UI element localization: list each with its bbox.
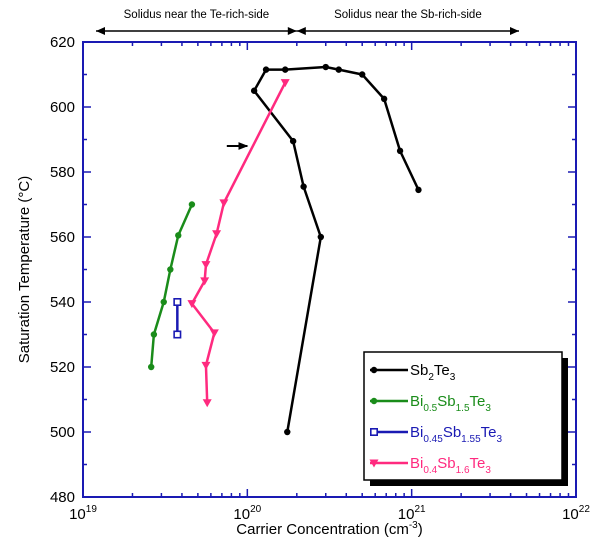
data-point [396,147,404,155]
data-point [201,261,211,270]
data-point [209,329,219,338]
x-tick-label: 1020 [233,504,261,523]
data-point [335,66,342,73]
annotation-1: Solidus near the Te-rich-side [96,9,297,35]
data-point [173,297,182,306]
legend-box [363,351,563,481]
x-tick-label: 1022 [562,504,590,523]
y-axis-title: Saturation Temperature (°C) [16,176,33,363]
legend-entry-2: Bi0.5Sb1.5Te3 [370,393,491,414]
y-tick-label: 540 [50,294,75,311]
legend-marker [370,397,378,405]
x-axis-title: Carrier Concentration (cm-3) [236,520,422,538]
annotation-label: Solidus near the Te-rich-side [124,9,270,21]
y-tick-label: 620 [50,34,75,51]
data-point [317,233,325,241]
annotation-label: Solidus near the Sb-rich-side [334,9,482,21]
axis-ticks: 480 500 520 540 560 580 600 620 1019 1020 1021 1022 [50,34,590,523]
data-point [300,183,307,190]
data-point [167,266,174,273]
data-point [415,186,422,194]
data-point [202,399,212,408]
annotation-arrowhead-left [296,27,306,35]
data-point [322,63,329,71]
annotation-arrowhead-right [287,27,297,35]
legend-entry-1: Sb2Te3 [370,362,456,383]
data-point [200,277,210,286]
data-point [187,300,197,309]
annotation-arrowhead-left [96,27,106,35]
y-tick-label: 560 [50,229,75,246]
data-point [175,232,182,239]
series-4 [187,79,290,408]
data-point [250,87,258,94]
y-tick-label: 480 [50,489,75,506]
legend-entry-4: Bi0.4Sb1.6Te3 [369,455,491,476]
legend-label: Bi0.5Sb1.5Te3 [410,393,491,414]
x-tick-label: 1019 [69,504,97,523]
data-point [358,71,366,78]
y-tick-label: 580 [50,164,75,181]
y-tick-label: 500 [50,424,75,441]
legend-marker [370,366,378,374]
legend-label: Sb2Te3 [410,362,456,383]
series-1 [250,63,422,436]
legend-label: Bi0.4Sb1.6Te3 [410,455,491,476]
series-layer [147,63,422,436]
data-point [160,298,167,306]
annotation-arrowhead-right [510,27,520,35]
data-point [219,199,229,208]
legend-marker [369,459,379,468]
series-line [190,82,287,403]
data-point [289,137,297,145]
legend-entry-3: Bi0.45Sb1.55Te3 [369,424,502,445]
y-tick-label: 520 [50,359,75,376]
legend-label: Bi0.45Sb1.55Te3 [410,424,502,445]
data-point [201,361,211,370]
y-tick-label: 600 [50,99,75,116]
series-2 [147,201,196,371]
data-point [380,95,388,103]
x-tick-label: 1021 [398,504,426,523]
data-point [147,363,155,371]
data-point [150,331,158,338]
data-point [262,66,270,73]
data-point [282,66,289,73]
series-line [149,203,194,368]
annotation-2: Solidus near the Sb-rich-side [296,9,520,35]
data-point [212,230,222,239]
data-point [173,330,182,339]
data-point [188,201,196,208]
data-point [280,79,290,88]
series-3 [173,297,182,339]
legend-marker [369,427,378,436]
legend: Sb2Te3 Bi0.5Sb1.5Te3 Bi0.45Sb1.55Te3 Bi0.4S… [363,351,568,486]
annotations: Solidus near the Te-rich-side Solidus nea… [96,9,520,35]
data-point [284,428,291,436]
